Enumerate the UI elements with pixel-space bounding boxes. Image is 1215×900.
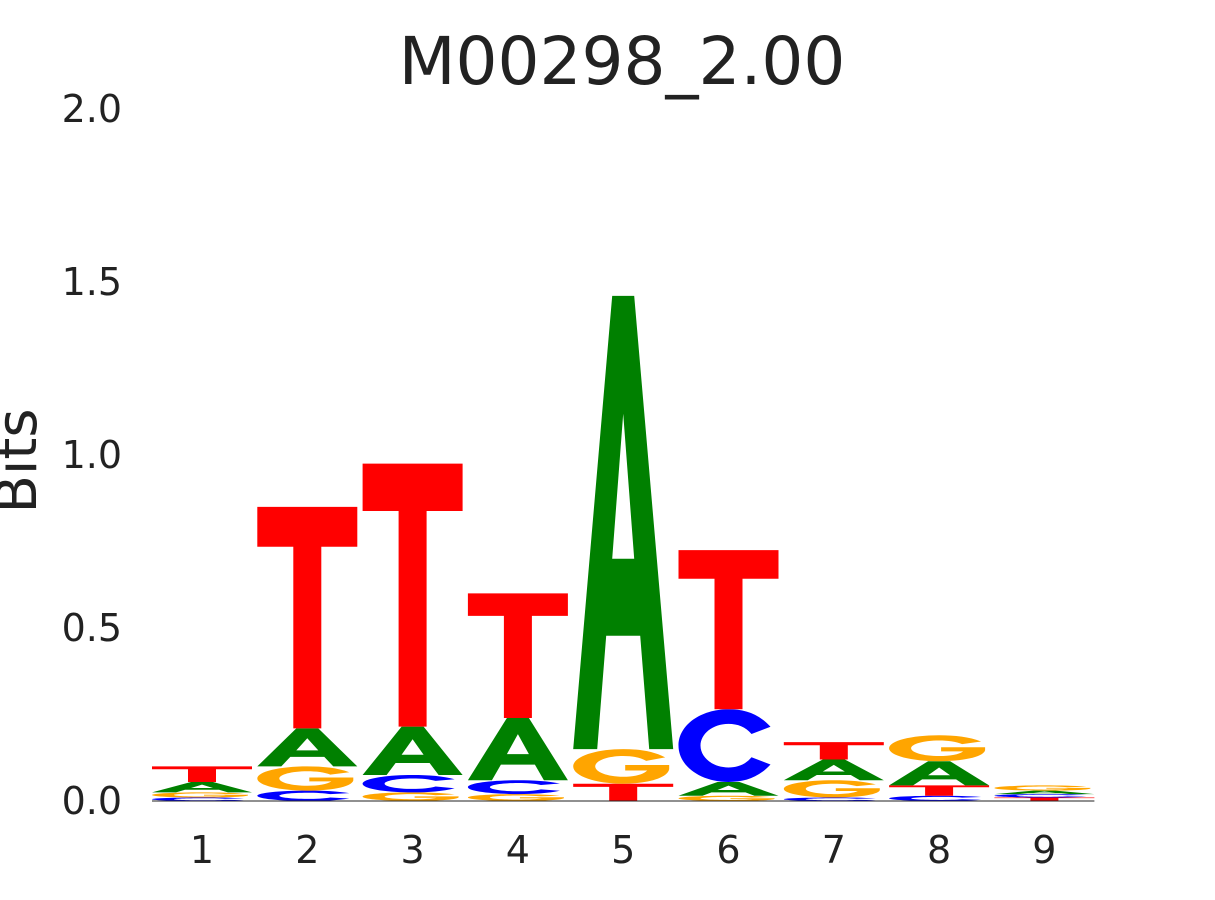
letter-C xyxy=(783,797,876,801)
letter-G xyxy=(889,735,986,762)
y-tick-label: 1.0 xyxy=(62,433,122,477)
letter-A xyxy=(678,781,779,796)
logo-column xyxy=(362,463,463,801)
logo-column xyxy=(889,735,990,801)
letter-T xyxy=(678,550,779,710)
letter-A xyxy=(994,790,1095,795)
letter-T xyxy=(257,506,358,729)
letter-A xyxy=(573,295,674,750)
y-axis-ticks: 0.0 0.5 1.0 1.5 2.0 xyxy=(62,87,122,823)
x-tick-label: 5 xyxy=(611,828,635,872)
logo-column xyxy=(467,593,568,801)
logo-column xyxy=(994,785,1095,801)
x-tick-label: 1 xyxy=(190,828,214,872)
letter-G xyxy=(994,785,1091,791)
letter-G xyxy=(573,749,670,784)
y-tick-label: 2.0 xyxy=(62,87,122,131)
letter-G xyxy=(152,792,248,798)
x-axis-ticks: 1 2 3 4 5 6 7 8 9 xyxy=(190,828,1057,872)
letter-A xyxy=(467,717,568,781)
y-tick-label: 0.0 xyxy=(62,779,122,823)
letter-C xyxy=(467,780,560,795)
letter-C xyxy=(678,709,771,782)
x-tick-label: 3 xyxy=(401,828,425,872)
logo-column xyxy=(678,550,779,801)
letter-T xyxy=(994,797,1095,801)
y-tick-label: 0.5 xyxy=(62,606,122,650)
letter-C xyxy=(889,795,982,801)
letter-G xyxy=(783,780,880,798)
y-axis-label: Bits xyxy=(0,408,50,513)
letter-T xyxy=(152,766,252,782)
letter-T xyxy=(573,783,674,801)
logo-column xyxy=(152,766,252,801)
logo-column xyxy=(783,742,884,801)
letter-C xyxy=(257,790,350,801)
x-tick-label: 9 xyxy=(1032,828,1056,872)
letter-A xyxy=(362,726,463,776)
letter-C xyxy=(152,797,244,801)
x-tick-label: 6 xyxy=(716,828,740,872)
letter-G xyxy=(362,792,459,801)
letter-A xyxy=(257,728,358,767)
letter-A xyxy=(152,781,252,793)
y-tick-label: 1.5 xyxy=(62,260,122,304)
x-tick-label: 8 xyxy=(927,828,951,872)
letter-G xyxy=(678,795,775,801)
letter-A xyxy=(783,759,884,781)
letter-C xyxy=(994,794,1087,798)
logo-stacks xyxy=(152,295,1095,801)
logo-column xyxy=(257,506,358,801)
x-tick-label: 7 xyxy=(822,828,846,872)
chart-title: M00298_2.00 xyxy=(399,23,846,100)
x-tick-label: 2 xyxy=(295,828,319,872)
letter-T xyxy=(362,463,463,727)
logo-column xyxy=(573,295,674,801)
x-tick-label: 4 xyxy=(506,828,530,872)
letter-A xyxy=(889,761,990,786)
letter-G xyxy=(257,766,354,791)
letter-G xyxy=(467,794,564,801)
letter-T xyxy=(467,593,568,718)
letter-T xyxy=(783,742,884,760)
letter-T xyxy=(889,785,990,796)
letter-C xyxy=(362,775,455,793)
